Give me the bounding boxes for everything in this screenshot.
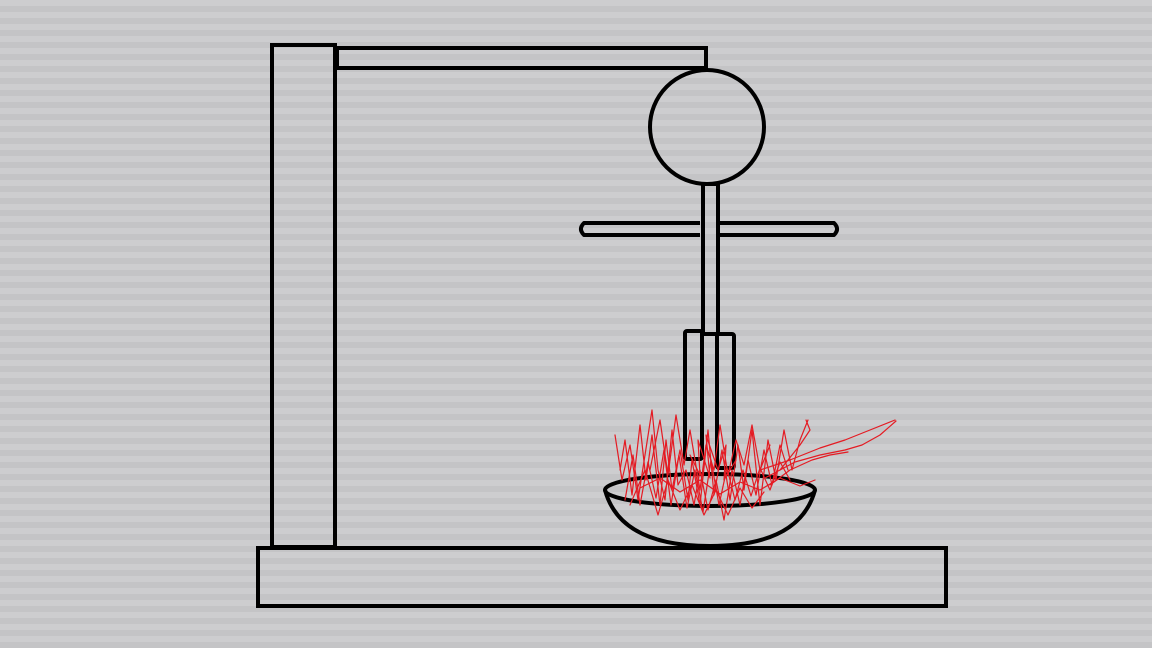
flame-scribble (629, 469, 765, 516)
flame-wisp (759, 419, 896, 471)
figure-left-leg (683, 329, 704, 461)
figure-right-arm (720, 221, 839, 237)
gallows-beam (335, 46, 708, 70)
figure-right-leg (715, 332, 736, 470)
figure-left-arm (579, 221, 700, 237)
flame-wisp (764, 420, 897, 479)
fire-icon (614, 409, 897, 521)
flame-scribble (649, 414, 771, 491)
stick-figure-icon (579, 68, 839, 470)
flame-scribble (689, 434, 737, 481)
gallows-frame-icon (256, 43, 948, 608)
flame-scribble (614, 409, 789, 521)
flame-wisp (779, 419, 811, 471)
gallows-base (256, 546, 948, 608)
bowl-body (603, 489, 817, 549)
flame-wisp (769, 451, 849, 486)
